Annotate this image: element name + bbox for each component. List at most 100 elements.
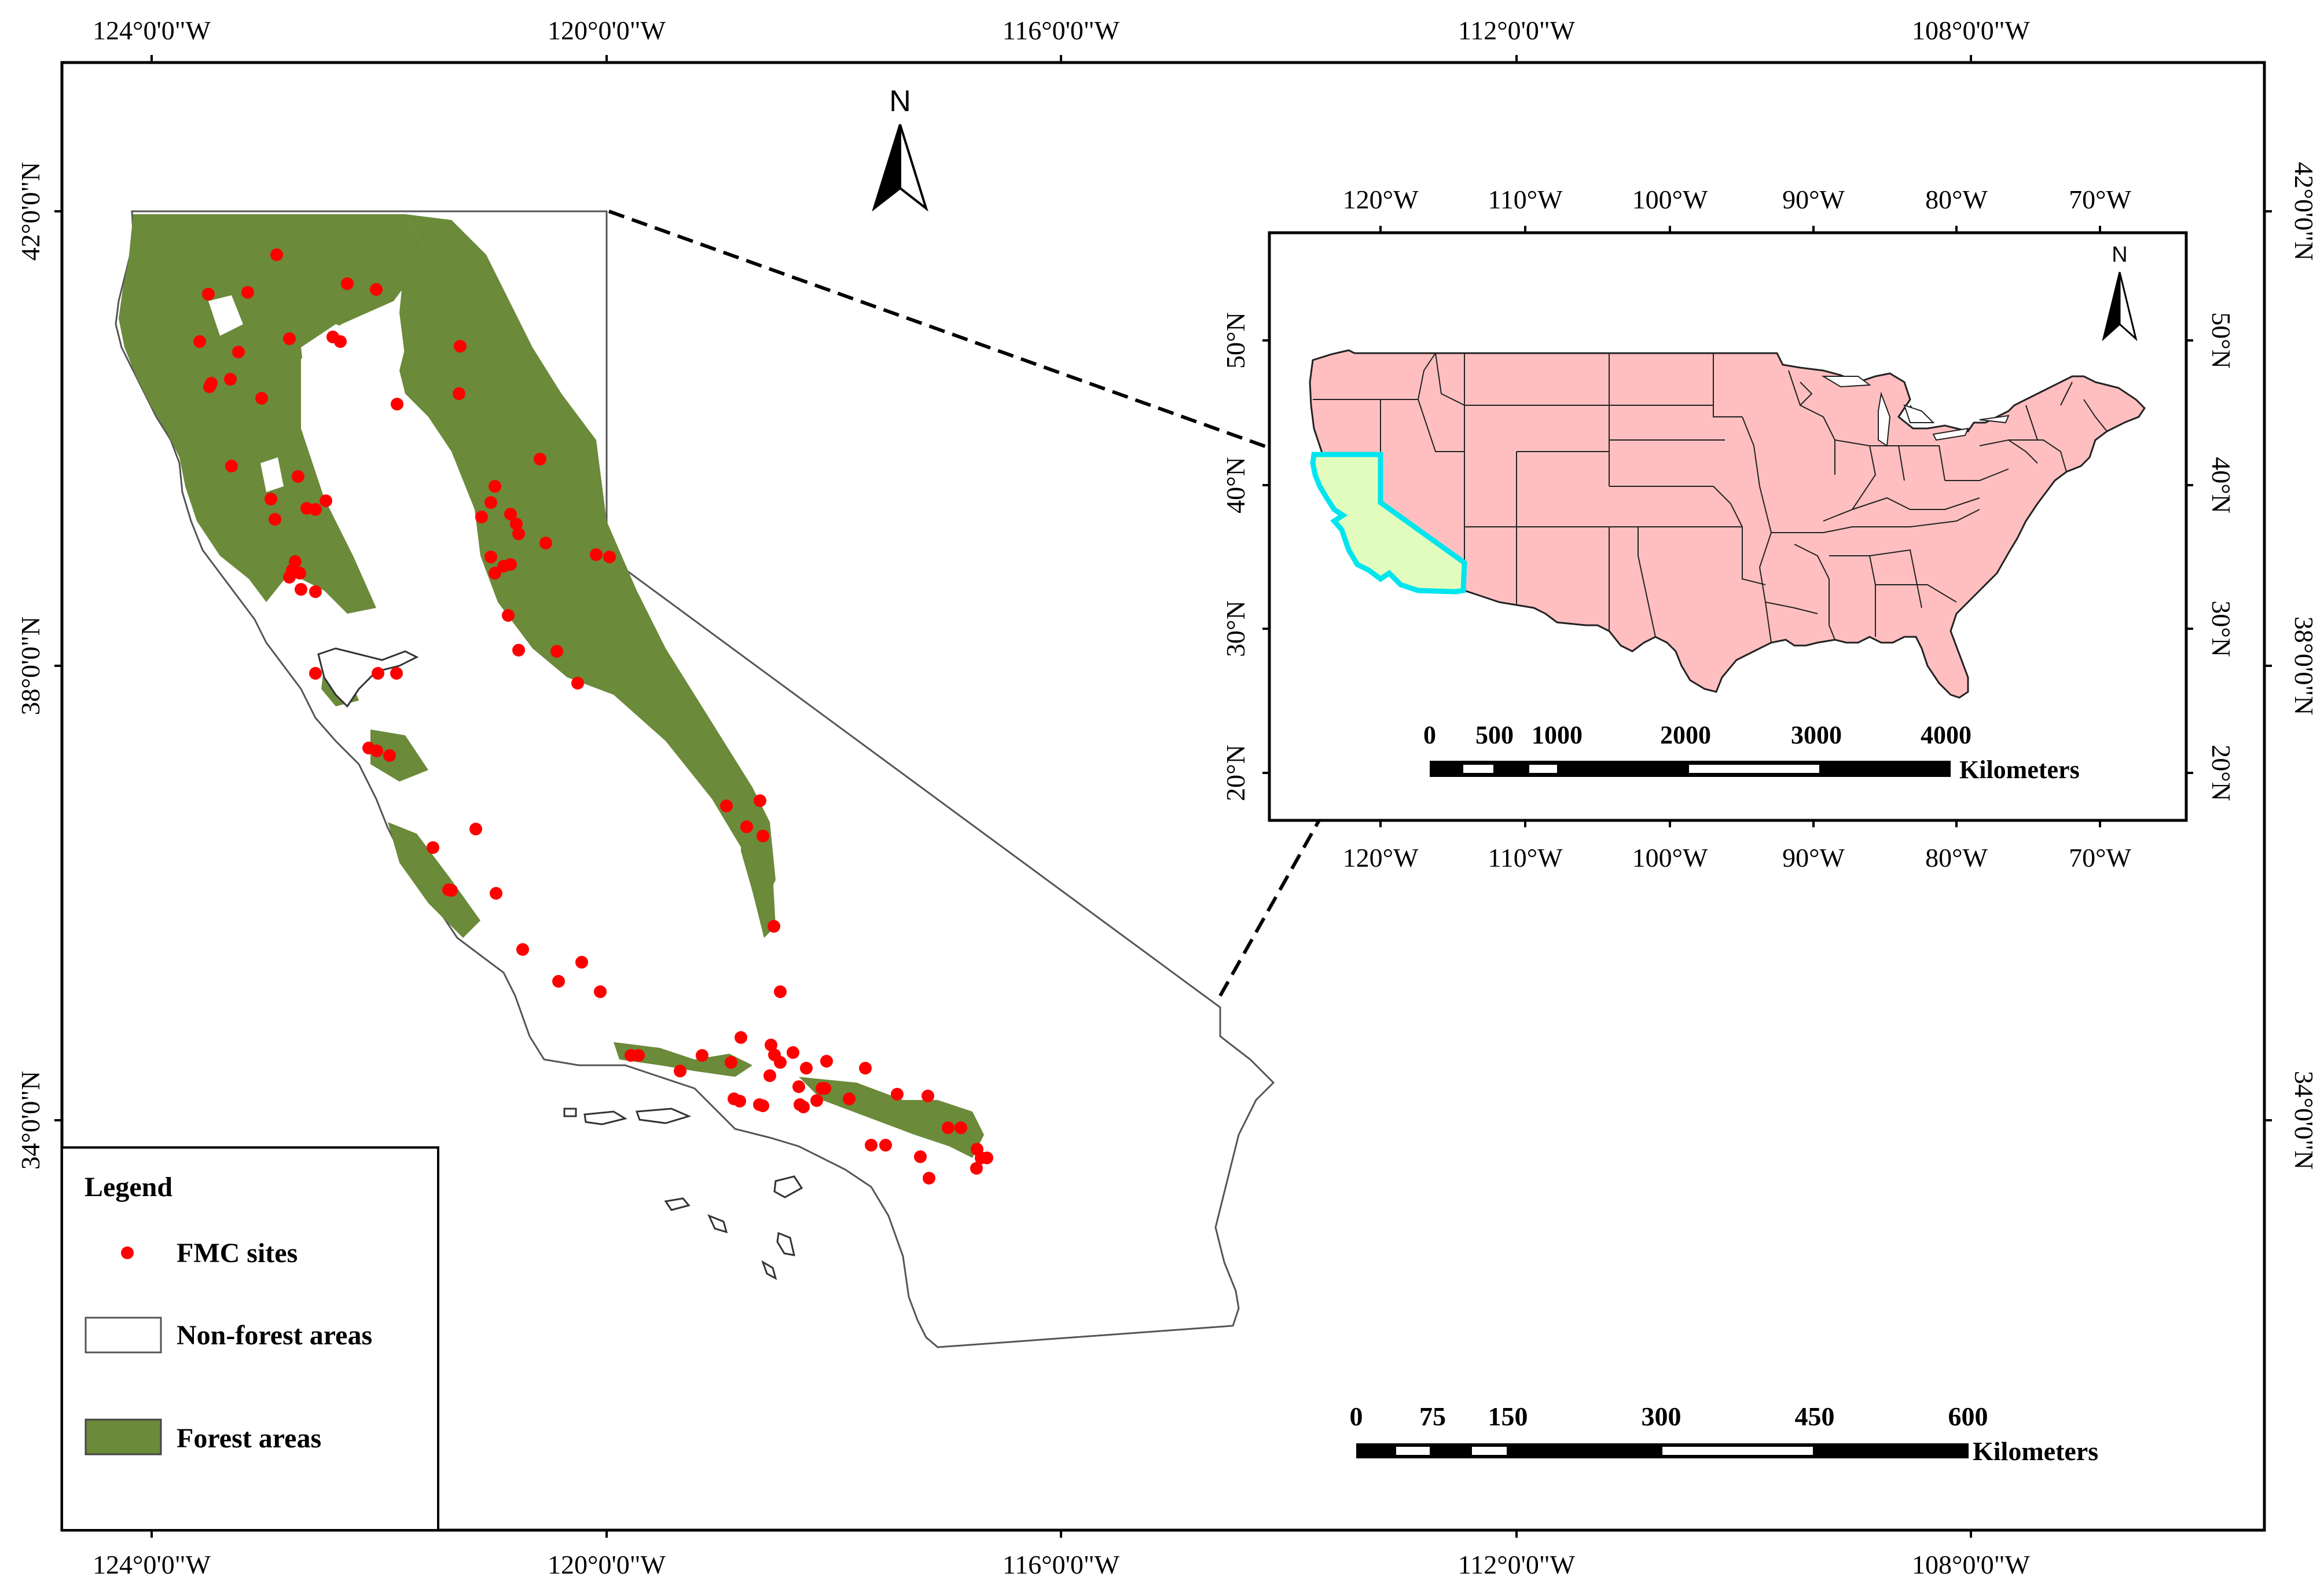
fmc-site-marker — [270, 248, 283, 261]
great-lakes — [1821, 376, 2010, 447]
fmc-site-marker — [193, 335, 206, 348]
fmc-site-marker — [534, 453, 546, 465]
fmc-site-marker — [768, 920, 780, 933]
scale-bar-segment — [1662, 1447, 1813, 1455]
fmc-site-marker — [594, 985, 607, 998]
fmc-sites-layer — [193, 248, 993, 1185]
big-sur-forest — [370, 729, 428, 782]
fmc-site-marker — [269, 513, 281, 526]
legend-title: Legend — [85, 1172, 172, 1202]
fmc-site-marker — [792, 1080, 805, 1093]
fmc-site-marker — [445, 884, 458, 897]
fmc-site-marker — [891, 1088, 904, 1101]
fmc-site-marker — [502, 609, 515, 622]
inset-top-tick-label: 90°W — [1782, 185, 1845, 214]
fmc-site-marker — [970, 1162, 983, 1175]
california-highlight — [1310, 452, 1467, 595]
north-arrow-label: N — [889, 85, 911, 118]
fmc-site-marker — [202, 288, 215, 300]
fmc-site-marker — [942, 1121, 954, 1134]
inset-left-tick-label: 20°N — [1221, 745, 1250, 801]
fmc-site-marker — [725, 1056, 737, 1069]
inset-right-tick-label: 20°N — [2206, 745, 2236, 801]
inset-top-tick-label: 120°W — [1343, 185, 1419, 214]
fmc-site-marker — [981, 1152, 993, 1164]
legend-label-forest: Forest areas — [177, 1423, 321, 1454]
fmc-site-marker — [454, 340, 467, 353]
fmc-site-marker — [590, 548, 603, 561]
main-left-tick-label: 42°0'0"N — [16, 162, 45, 261]
san-francisco-bay — [317, 647, 419, 708]
scale-bar-segment — [1472, 1447, 1507, 1455]
klamath-forest — [139, 214, 191, 255]
fmc-site-marker — [390, 667, 403, 680]
non-forest-gaps — [208, 243, 550, 602]
fmc-site-marker — [320, 494, 332, 507]
sierra-nevada-forest — [399, 214, 776, 892]
fmc-site-marker — [539, 537, 552, 549]
fmc-site-marker — [370, 283, 383, 296]
fmc-site-marker — [763, 1069, 776, 1082]
fmc-site-marker — [283, 571, 296, 584]
inset-scale-bar: 0 500 1000 2000 3000 4000 Kilometers — [1423, 721, 2080, 784]
fmc-site-marker — [921, 1090, 934, 1102]
fmc-site-marker — [504, 558, 517, 571]
forest-areas — [119, 214, 984, 1158]
fmc-site-marker — [295, 583, 307, 596]
fmc-site-marker — [283, 332, 296, 345]
inset-scale-label: 500 — [1475, 721, 1514, 749]
main-bottom-tick-label: 116°0'0"W — [1003, 1550, 1120, 1579]
fmc-site-marker — [512, 644, 525, 657]
inset-right-tick-label: 30°N — [2206, 600, 2236, 657]
main-left-tick-label: 38°0'0"N — [16, 617, 45, 716]
inset-scale-unit: Kilometers — [1959, 756, 2080, 784]
fmc-site-marker — [757, 830, 769, 842]
fmc-site-marker — [632, 1049, 645, 1062]
inset-north-arrow-left-half — [2102, 272, 2121, 342]
fmc-site-marker — [293, 567, 306, 580]
fmc-site-marker — [550, 645, 563, 658]
inset-left-tick-label: 50°N — [1221, 312, 1250, 369]
main-scale-bar: 0 75 150 300 450 600 Kilometers — [1350, 1402, 2099, 1466]
legend-label-non-forest: Non-forest areas — [177, 1320, 372, 1351]
inset-scale-label: 4000 — [1921, 721, 1971, 749]
fmc-site-marker — [696, 1049, 708, 1062]
scale-label: 450 — [1795, 1402, 1835, 1431]
inset-bottom-tick-label: 70°W — [2069, 843, 2131, 872]
inset-top-tick-label: 110°W — [1488, 185, 1563, 214]
fmc-site-marker — [774, 1056, 787, 1069]
inset-bottom-tick-label: 120°W — [1343, 843, 1419, 872]
inset-bottom-tick-label: 110°W — [1488, 843, 1563, 872]
legend-symbol-fmc-sites — [121, 1246, 134, 1259]
inset-top-tick-label: 100°W — [1632, 185, 1708, 214]
legend-symbol-non-forest — [85, 1317, 162, 1354]
fmc-site-marker — [843, 1092, 856, 1105]
main-left-tick-label: 34°0'0"N — [16, 1071, 45, 1170]
inset-bottom-tick-label: 80°W — [1925, 843, 1988, 872]
fmc-site-marker — [224, 373, 237, 386]
inset-bottom-tick-label: 90°W — [1782, 843, 1845, 872]
fmc-site-marker — [504, 508, 517, 520]
inset-scale-label: 0 — [1423, 721, 1436, 749]
main-right-tick-label: 34°0'0"N — [2289, 1071, 2319, 1170]
fmc-site-marker — [309, 667, 322, 680]
coastal-range-forest — [119, 214, 428, 614]
fmc-site-marker — [923, 1172, 935, 1185]
fmc-site-marker — [754, 794, 766, 807]
central-coast-forest — [388, 822, 480, 938]
fmc-site-marker — [225, 460, 238, 472]
scale-bar-segment — [1396, 1447, 1430, 1455]
main-bottom-tick-label: 108°0'0"W — [1912, 1550, 2030, 1579]
fmc-site-marker — [865, 1139, 878, 1152]
south-sierra-forest — [741, 811, 776, 938]
inset-north-arrow: N — [2102, 243, 2138, 342]
fmc-site-marker — [484, 496, 497, 509]
main-top-tick-label: 108°0'0"W — [1912, 16, 2030, 45]
fmc-site-marker — [879, 1139, 892, 1152]
fmc-site-marker — [816, 1082, 828, 1095]
fmc-site-marker — [674, 1065, 686, 1077]
legend-symbol-forest — [85, 1418, 162, 1455]
north-arrow: N — [872, 85, 928, 212]
